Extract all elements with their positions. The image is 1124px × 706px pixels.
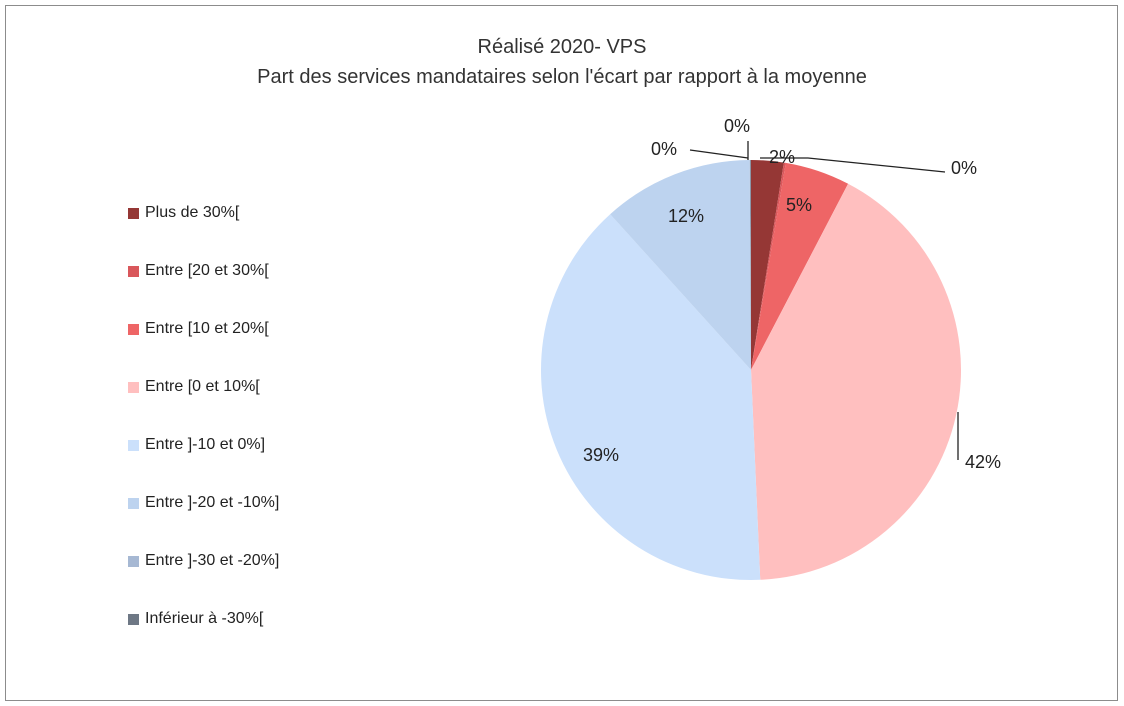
legend-label: Entre ]-20 et -10%] [145, 494, 280, 511]
legend-swatch [128, 613, 139, 625]
legend-label: Entre ]-10 et 0%] [145, 436, 266, 453]
data-label: 12% [668, 206, 704, 226]
data-label: 39% [583, 445, 619, 465]
data-label: 0% [724, 116, 750, 136]
legend-swatch [128, 555, 139, 567]
legend-swatch [128, 439, 139, 451]
legend-label: Entre [20 et 30%[ [145, 262, 269, 279]
legend-swatch [128, 497, 139, 509]
chart-subtitle: Part des services mandataires selon l'éc… [257, 66, 867, 88]
legend-label: Entre [0 et 10%[ [145, 378, 260, 395]
legend-item: Entre ]-20 et -10%] [128, 493, 279, 513]
legend-swatch [128, 381, 139, 393]
legend-item: Plus de 30%[ [128, 203, 239, 223]
pie-slice [540, 214, 761, 581]
legend-item: Entre [20 et 30%[ [128, 261, 269, 281]
pie-slice [751, 160, 784, 370]
legend-label: Entre [10 et 20%[ [145, 320, 269, 337]
pie-slice [751, 183, 961, 580]
legend-swatch [128, 265, 139, 277]
legend-item: Inférieur à -30%[ [128, 609, 263, 629]
data-label: 42% [965, 452, 1001, 472]
legend-label: Plus de 30%[ [145, 204, 240, 221]
chart-title: Réalisé 2020- VPS [477, 36, 647, 58]
legend-item: Entre ]-30 et -20%] [128, 551, 279, 571]
legend-item: Entre ]-10 et 0%] [128, 435, 265, 455]
leader-line [689, 149, 749, 159]
data-label: 5% [786, 195, 812, 215]
pie-slice [751, 162, 849, 370]
leader-line [760, 157, 946, 173]
data-label: 0% [951, 158, 977, 178]
pie-slice [750, 159, 751, 370]
legend-swatch [128, 323, 139, 335]
legend-item: Entre [10 et 20%[ [128, 319, 269, 339]
pie-slice [751, 162, 786, 370]
legend-item: Entre [0 et 10%[ [128, 377, 260, 397]
pie-slice [749, 159, 751, 370]
legend-swatch [128, 207, 139, 219]
legend-label: Entre ]-30 et -20%] [145, 552, 280, 569]
data-label: 2% [769, 147, 795, 167]
legend-label: Inférieur à -30%[ [145, 610, 264, 627]
data-label: 0% [651, 139, 677, 159]
pie-slice [610, 160, 751, 370]
